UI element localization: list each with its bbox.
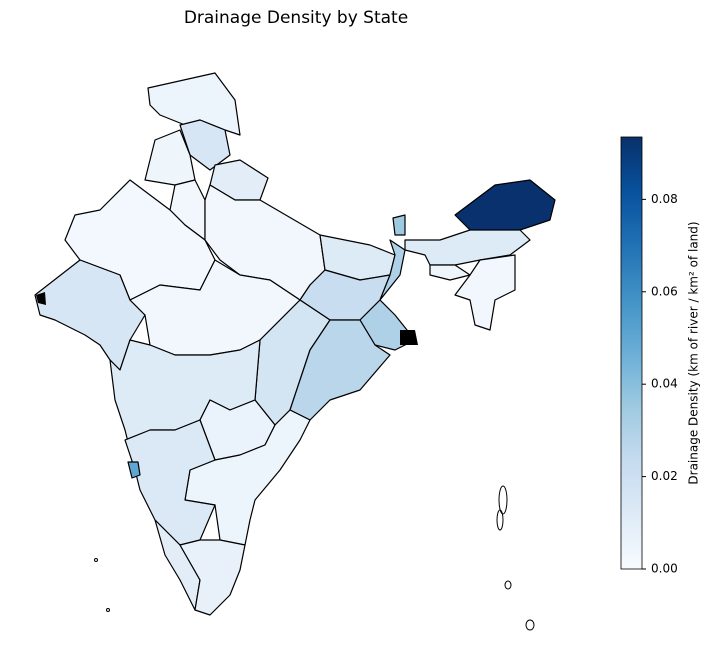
island — [525, 619, 535, 631]
state-region — [392, 214, 406, 236]
island — [94, 558, 98, 562]
map — [34, 72, 556, 631]
state-region — [289, 319, 391, 421]
island — [106, 608, 110, 612]
coast — [36, 292, 46, 305]
colorbar-tick-label: 0.04 — [651, 377, 678, 391]
state-region — [429, 264, 471, 281]
state-region — [454, 179, 556, 236]
colorbar-tick-label: 0.06 — [651, 284, 678, 298]
state-region — [359, 239, 416, 351]
colorbar-tick-label: 0.02 — [651, 469, 678, 483]
state-region — [454, 254, 516, 331]
colorbar-tick-label: 0.08 — [651, 192, 678, 206]
state-region — [179, 539, 246, 616]
delta — [400, 330, 418, 345]
island — [504, 580, 512, 590]
state-region — [127, 461, 141, 479]
state-region — [124, 419, 216, 546]
colorbar-tick-label: 0.00 — [651, 562, 678, 576]
colorbar-label: Drainage Density (km of river / km² of l… — [687, 221, 701, 484]
island — [496, 509, 504, 531]
chart-title: Drainage Density by State — [184, 8, 408, 28]
colorbar — [620, 136, 643, 570]
